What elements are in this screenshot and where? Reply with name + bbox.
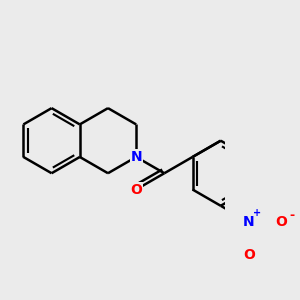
Text: -: -: [289, 209, 294, 222]
Text: O: O: [130, 182, 142, 197]
Text: O: O: [275, 215, 287, 229]
Text: O: O: [243, 248, 255, 262]
Text: N: N: [130, 150, 142, 164]
Text: N: N: [243, 215, 255, 229]
Text: +: +: [254, 208, 262, 218]
